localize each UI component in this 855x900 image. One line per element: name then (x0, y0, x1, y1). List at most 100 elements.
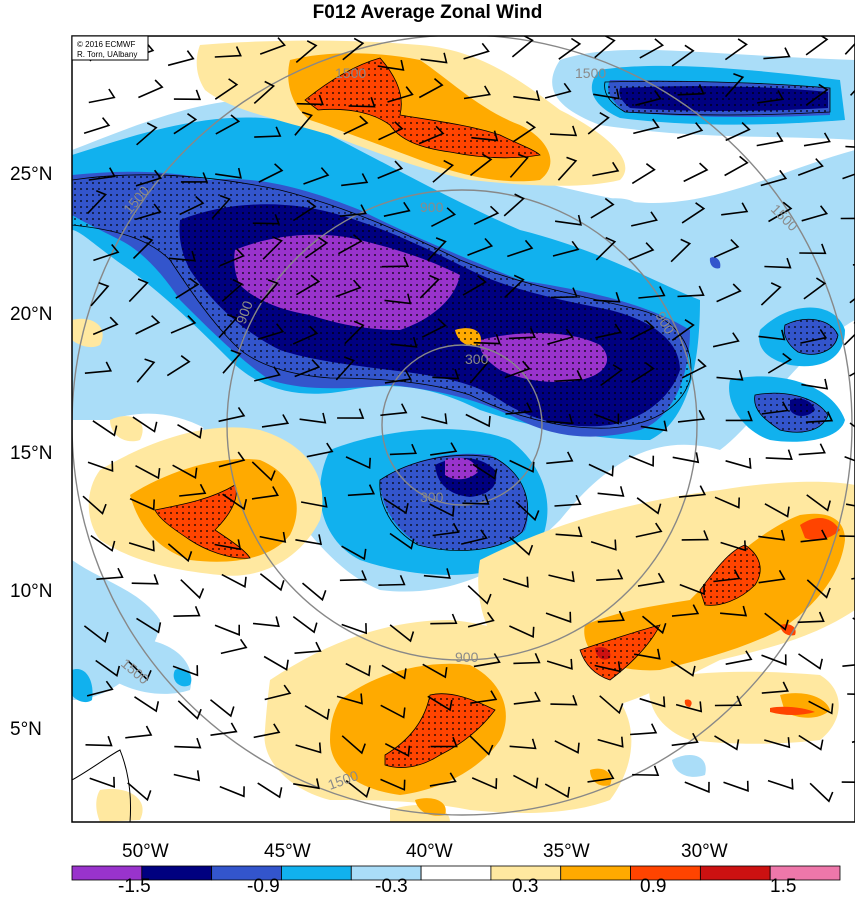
wind-barb (384, 370, 412, 384)
wind-barb (125, 725, 153, 739)
colorbar-label: 1.5 (770, 876, 796, 897)
wind-barb (593, 413, 620, 425)
wind-barb (337, 408, 365, 419)
wind-barb (505, 402, 533, 415)
wind-barb (513, 691, 541, 705)
wind-barb (210, 699, 235, 718)
colorbar (71, 865, 841, 881)
wind-barb (507, 239, 534, 258)
wind-barb (805, 411, 834, 423)
wind-barb (258, 163, 284, 183)
wind-barb (219, 785, 245, 798)
contour-label: 900 (455, 649, 479, 665)
wind-barb (798, 443, 826, 456)
wind-barb (720, 605, 748, 617)
contour-label: 1500 (575, 65, 606, 81)
wind-barb (763, 47, 791, 60)
wind-barb (301, 582, 327, 602)
wind-barb (633, 118, 660, 135)
wind-barb (724, 73, 745, 98)
wind-barb (801, 205, 829, 222)
wind-barb (92, 316, 119, 336)
wind-barb (254, 126, 282, 138)
wind-barb (764, 503, 790, 518)
wind-barb (377, 59, 405, 71)
wind-barb (472, 463, 498, 480)
wind-barb (764, 737, 791, 749)
wind-barb (389, 532, 415, 550)
wind-barb (253, 723, 281, 739)
wind-barb (508, 327, 537, 340)
wind-barb (716, 369, 744, 381)
wind-barb (341, 173, 369, 187)
contour-label: 300 (465, 351, 489, 367)
wind-barb (511, 36, 534, 58)
lon-tick-label: 40°W (406, 841, 453, 862)
wind-barb (509, 625, 535, 639)
wind-barb (678, 485, 707, 498)
wind-barb (389, 624, 415, 643)
wind-barb (633, 648, 661, 660)
wind-barb (758, 329, 786, 341)
wind-barb (681, 202, 706, 224)
wind-barb (222, 349, 242, 374)
wind-barb (345, 456, 371, 470)
wind-barb (252, 214, 280, 225)
wind-barb (295, 742, 322, 754)
wind-barb (343, 115, 369, 135)
wind-barb (681, 530, 709, 541)
wind-barb (467, 611, 495, 628)
wind-barb (214, 539, 242, 551)
wind-barb (639, 38, 665, 59)
wind-barb (631, 211, 658, 227)
wind-barb (761, 401, 789, 415)
wind-barb (595, 236, 617, 261)
wind-barb (509, 459, 535, 473)
wind-barb (294, 359, 321, 378)
wind-barb (338, 234, 363, 255)
wind-barb (809, 782, 834, 803)
wind-barb (172, 665, 199, 677)
wind-barb (430, 613, 458, 625)
wind-barb (220, 638, 248, 655)
wind-barb (166, 355, 191, 377)
colorbar-label: -0.9 (247, 876, 280, 897)
wind-barb (724, 155, 749, 177)
wind-barb (136, 122, 158, 146)
wind-barb (671, 319, 695, 341)
wind-barb (95, 659, 121, 678)
wind-barb (173, 89, 202, 101)
wind-barb (303, 167, 330, 185)
wind-barb (765, 449, 793, 460)
wind-barb (641, 615, 667, 635)
wind-barb (628, 455, 655, 467)
wind-barb (215, 167, 242, 179)
wind-barb (462, 494, 490, 505)
wind-barb (251, 486, 279, 500)
wind-barb (798, 734, 824, 751)
wind-barb (257, 782, 283, 799)
wind-barb (670, 238, 692, 263)
wind-barb (218, 451, 246, 468)
wind-barb (293, 778, 320, 790)
wind-barb (725, 410, 753, 422)
wind-barb (93, 243, 120, 262)
wind-barb (509, 153, 529, 178)
wind-barb (635, 90, 662, 106)
wind-barb (593, 292, 621, 303)
wind-barb (380, 704, 406, 719)
wind-barb (173, 770, 201, 782)
wind-barb (600, 364, 623, 387)
wind-barb (799, 243, 827, 255)
wind-barb (637, 572, 665, 587)
colorbar-label: 0.3 (512, 876, 538, 897)
wind-barb (136, 358, 156, 383)
wind-barb (295, 534, 323, 546)
wind-barb (214, 78, 239, 100)
wind-barb (842, 173, 855, 180)
wind-barb (461, 529, 488, 545)
wind-barb (390, 336, 418, 348)
wind-barb (596, 569, 624, 581)
wind-barb (671, 44, 695, 67)
